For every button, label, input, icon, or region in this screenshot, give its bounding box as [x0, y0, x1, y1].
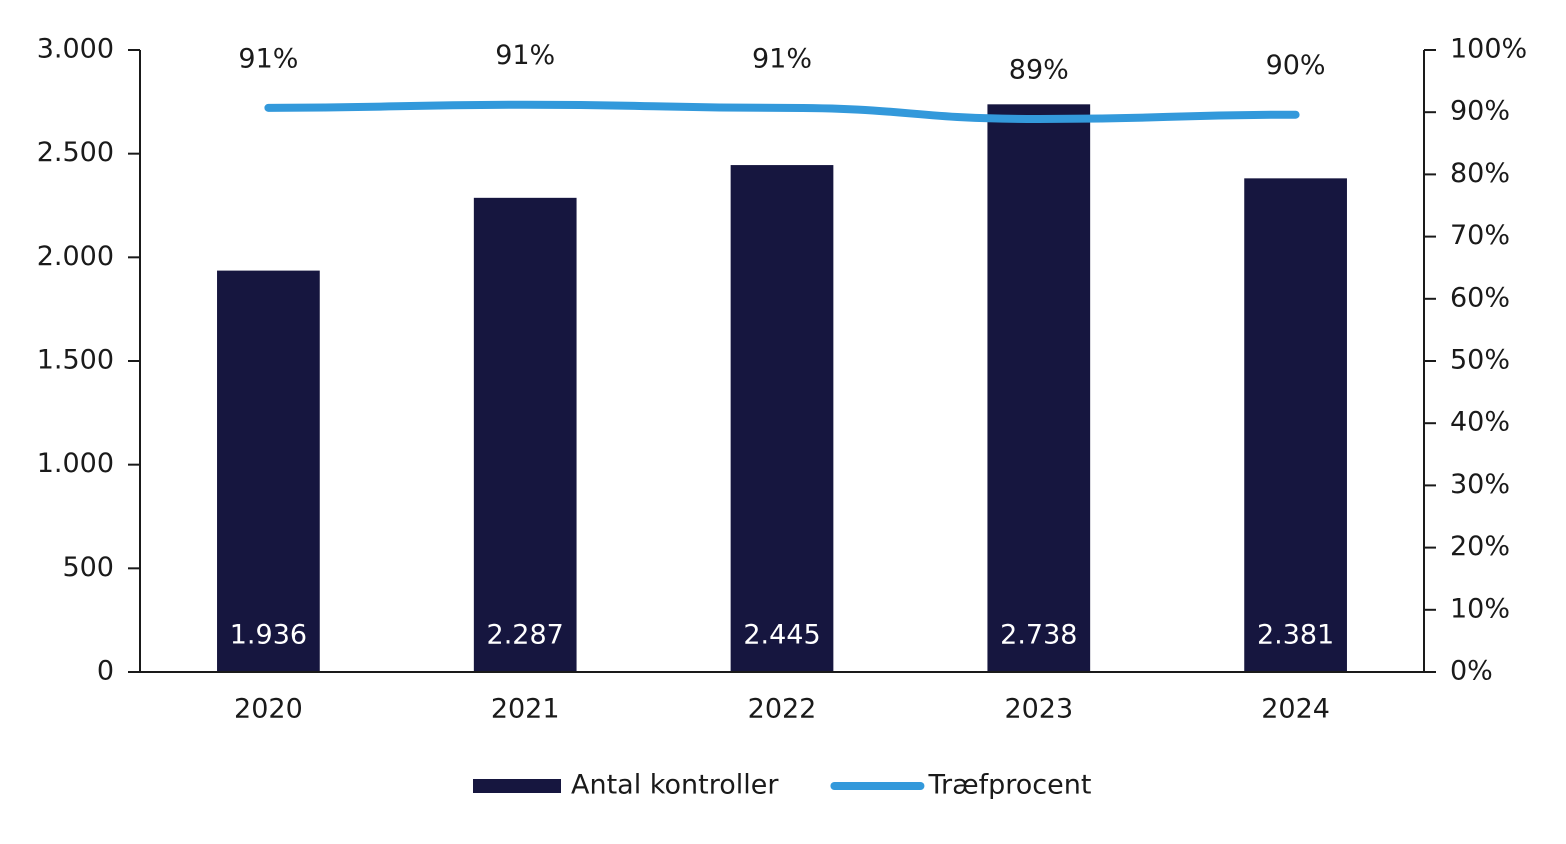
y-tick-label: 3.000	[37, 34, 114, 65]
y2-tick-label: 60%	[1450, 282, 1510, 313]
y2-tick-label: 10%	[1450, 593, 1510, 624]
line	[264, 100, 1300, 124]
y2-tick-label: 30%	[1450, 469, 1510, 500]
x-tick-label: 2021	[491, 694, 560, 725]
bar-value-label: 2.381	[1257, 620, 1334, 651]
legend-label: Antal kontroller	[571, 770, 779, 801]
y2-tick-label: 80%	[1450, 158, 1510, 189]
bar	[730, 165, 834, 672]
x-tick-label: 2022	[748, 694, 817, 725]
y-tick-label: 2.000	[37, 241, 114, 272]
line-value-label: 90%	[1266, 50, 1326, 81]
y2-tick-label: 70%	[1450, 220, 1510, 251]
bar-value-label: 2.738	[1000, 620, 1077, 651]
bar	[217, 270, 320, 672]
y2-tick-label: 40%	[1450, 407, 1510, 438]
y-tick-label: 500	[62, 552, 114, 583]
y2-tick-label: 20%	[1450, 531, 1510, 562]
bar	[1244, 178, 1347, 672]
y2-tick-label: 90%	[1450, 96, 1510, 127]
bar-value-label: 2.445	[743, 620, 820, 651]
bar-value-label: 2.287	[487, 620, 564, 651]
line-value-label: 89%	[1009, 55, 1069, 86]
y2-tick-label: 100%	[1450, 34, 1527, 65]
x-tick-label: 2020	[234, 694, 303, 725]
y-tick-label: 1.500	[37, 345, 114, 376]
legend-swatch	[473, 779, 561, 793]
x-tick-label: 2024	[1261, 694, 1330, 725]
y-tick-label: 0	[97, 656, 114, 687]
line-value-label: 91%	[238, 43, 298, 74]
line-value-label: 91%	[495, 40, 555, 71]
x-tick-label: 2023	[1004, 694, 1073, 725]
bar	[987, 104, 1091, 672]
y2-tick-label: 0%	[1450, 656, 1493, 687]
bar-value-label: 1.936	[230, 620, 307, 651]
y-tick-label: 2.500	[37, 137, 114, 168]
legend-label: Træfprocent	[927, 770, 1091, 801]
line-value-label: 91%	[752, 43, 812, 74]
y2-tick-label: 50%	[1450, 345, 1510, 376]
y-tick-label: 1.000	[37, 448, 114, 479]
bar	[473, 197, 577, 672]
